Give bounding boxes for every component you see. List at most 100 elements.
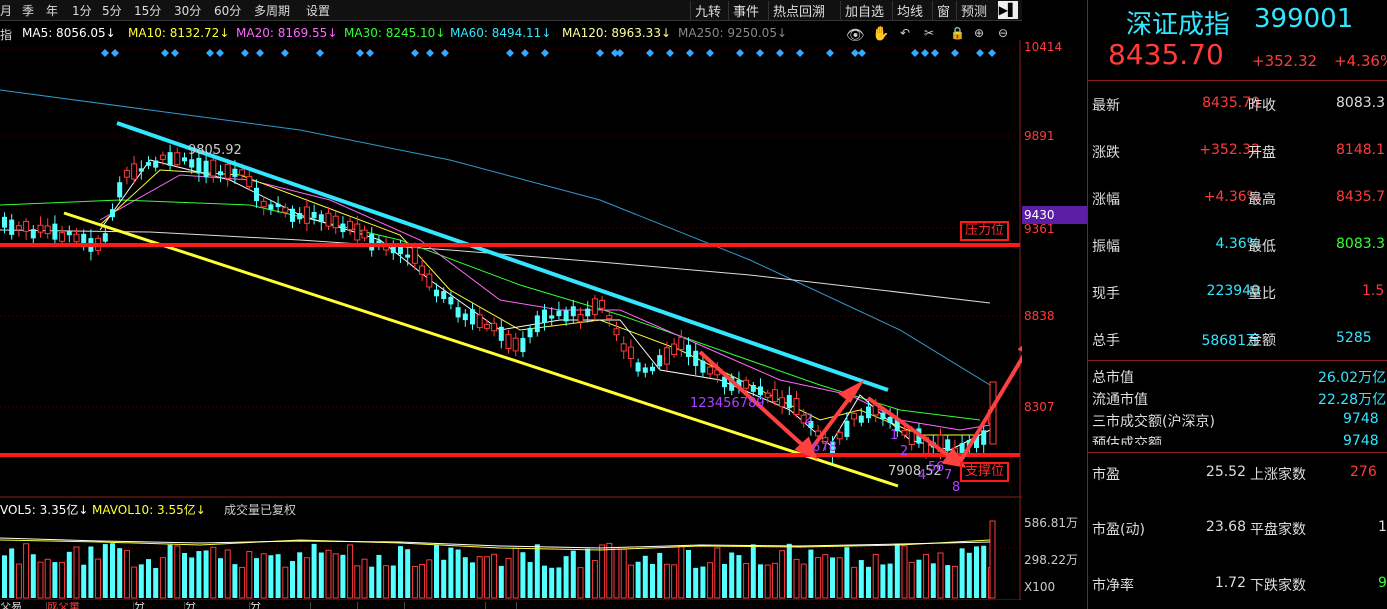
candle-body bbox=[606, 315, 613, 320]
candle-body bbox=[534, 315, 540, 333]
volume-bar bbox=[678, 545, 685, 599]
candle-body bbox=[66, 230, 72, 236]
volume-bar bbox=[203, 550, 209, 598]
zoom-out-icon[interactable]: ⊖ bbox=[998, 26, 1009, 40]
ma-button[interactable]: 均线 bbox=[892, 1, 923, 20]
scissors-icon[interactable]: ✂ bbox=[924, 26, 935, 40]
volume-bar bbox=[880, 564, 886, 598]
volume-bar bbox=[671, 564, 678, 599]
td-count-a: 123456789 bbox=[690, 396, 765, 411]
candle-body bbox=[642, 367, 648, 373]
volume-bar bbox=[951, 565, 958, 599]
add-watchlist-button[interactable]: 加自选 bbox=[840, 1, 884, 20]
settings-button[interactable]: 设置 bbox=[306, 4, 331, 18]
period-multi[interactable]: 多周期 bbox=[254, 4, 291, 18]
nine-turn-button[interactable]: 九转 bbox=[690, 1, 721, 20]
candle-body bbox=[455, 307, 461, 318]
tab-item[interactable] bbox=[486, 602, 517, 609]
candle-body bbox=[318, 214, 324, 223]
volume-bar bbox=[9, 548, 15, 598]
volume-legend: VOL5: 3.35亿↓ MAVOL10: 3.55亿↓ 成交量已复权 bbox=[0, 501, 400, 517]
events-button[interactable]: 事件 bbox=[728, 1, 759, 20]
eye-icon[interactable]: 👁 bbox=[846, 26, 866, 44]
volume-bar bbox=[448, 547, 454, 598]
candle-body bbox=[146, 162, 151, 166]
candle-body bbox=[138, 168, 144, 172]
tab-item[interactable]: 分 bbox=[185, 602, 250, 609]
candle-body bbox=[577, 313, 584, 323]
candle-body bbox=[282, 207, 289, 213]
period-1min[interactable]: 1分 bbox=[72, 4, 92, 18]
tab-item[interactable]: 分 bbox=[134, 602, 185, 609]
volume-bar bbox=[174, 545, 181, 599]
period-year[interactable]: 年 bbox=[46, 4, 59, 18]
volume-bar bbox=[989, 520, 996, 599]
volume-bar bbox=[872, 553, 879, 599]
candle-body bbox=[851, 412, 858, 420]
ma250-label: MA250: 9250.05↓ bbox=[678, 26, 788, 40]
volume-bar bbox=[549, 567, 555, 598]
candle-body bbox=[974, 434, 979, 448]
adjusted-note: 成交量已复权 bbox=[224, 503, 297, 517]
collapse-panel-icon[interactable]: ▶▌ bbox=[998, 1, 1018, 19]
candle-body bbox=[405, 254, 411, 258]
candle-body bbox=[858, 415, 864, 423]
volume-bar bbox=[563, 556, 569, 598]
hot-review-button[interactable]: 热点回溯 bbox=[768, 1, 825, 20]
tab-item[interactable] bbox=[358, 602, 405, 609]
candle-body bbox=[325, 212, 332, 227]
tab-item[interactable] bbox=[311, 602, 358, 609]
volume-bar bbox=[411, 565, 418, 599]
zoom-in-icon[interactable]: ⊕ bbox=[974, 26, 985, 40]
volume-bar bbox=[159, 557, 166, 599]
candle-body bbox=[110, 209, 115, 218]
volume-bar bbox=[613, 547, 620, 599]
tab-item[interactable]: 成交量 bbox=[47, 602, 134, 609]
hand-icon[interactable]: ✋ bbox=[872, 26, 890, 42]
volume-bar bbox=[729, 552, 735, 598]
volume-bar bbox=[844, 547, 850, 598]
tab-item[interactable] bbox=[405, 602, 486, 609]
volume-bar bbox=[743, 563, 750, 599]
event-marker-icon bbox=[646, 49, 654, 57]
volume-bar bbox=[30, 554, 36, 598]
volume-bar bbox=[686, 549, 691, 598]
volume-bar bbox=[620, 548, 627, 599]
event-marker-icon bbox=[161, 49, 169, 57]
candle-body bbox=[476, 314, 483, 329]
candle-body bbox=[844, 420, 850, 437]
candle-body bbox=[866, 406, 871, 419]
ma120-label: MA120: 8963.33↓ bbox=[562, 26, 672, 40]
candle-body bbox=[290, 208, 295, 222]
window-button[interactable]: 窗 bbox=[932, 1, 950, 20]
event-marker-icon bbox=[736, 49, 744, 57]
price-change: +352.32 bbox=[1252, 52, 1318, 70]
period-30min[interactable]: 30分 bbox=[174, 4, 202, 18]
candle-body bbox=[218, 171, 223, 176]
candle-body bbox=[196, 157, 202, 174]
candle-body bbox=[182, 157, 187, 162]
volume-bar bbox=[714, 547, 721, 599]
tab-item[interactable]: 分 bbox=[250, 602, 311, 609]
candle-body bbox=[627, 346, 634, 359]
tab-item[interactable]: 交易 bbox=[0, 602, 47, 609]
volume-bar bbox=[505, 557, 512, 599]
candle-body bbox=[123, 169, 130, 178]
period-quarter[interactable]: 季 bbox=[22, 4, 35, 18]
period-15min[interactable]: 15分 bbox=[134, 4, 162, 18]
undo-icon[interactable]: ↶ bbox=[900, 26, 911, 40]
kline-chart[interactable] bbox=[0, 40, 1022, 600]
candle-body bbox=[570, 306, 576, 317]
volume-bar bbox=[218, 558, 223, 598]
volume-bar bbox=[534, 544, 540, 598]
lock-icon[interactable]: 🔒 bbox=[950, 26, 965, 40]
current-price: 8435.70 bbox=[1108, 38, 1224, 71]
forecast-button[interactable]: 预测 bbox=[956, 1, 987, 20]
period-60min[interactable]: 60分 bbox=[214, 4, 242, 18]
period-5min[interactable]: 5分 bbox=[102, 4, 122, 18]
volume-bar bbox=[146, 559, 151, 598]
candle-body bbox=[232, 168, 238, 177]
volume-bar bbox=[966, 552, 972, 598]
volume-bar bbox=[974, 546, 979, 598]
period-month[interactable]: 月 bbox=[0, 4, 13, 18]
